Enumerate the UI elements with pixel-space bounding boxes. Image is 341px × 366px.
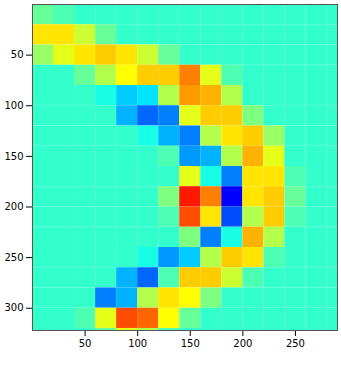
svg-text:100: 100 xyxy=(4,100,23,111)
svg-text:250: 250 xyxy=(4,252,23,263)
svg-text:100: 100 xyxy=(128,338,147,349)
svg-text:50: 50 xyxy=(11,49,24,60)
svg-text:150: 150 xyxy=(4,151,23,162)
svg-text:250: 250 xyxy=(286,338,305,349)
svg-text:300: 300 xyxy=(4,302,23,313)
svg-text:50: 50 xyxy=(79,338,92,349)
svg-text:200: 200 xyxy=(4,201,23,212)
svg-text:150: 150 xyxy=(181,338,200,349)
svg-text:200: 200 xyxy=(233,338,252,349)
